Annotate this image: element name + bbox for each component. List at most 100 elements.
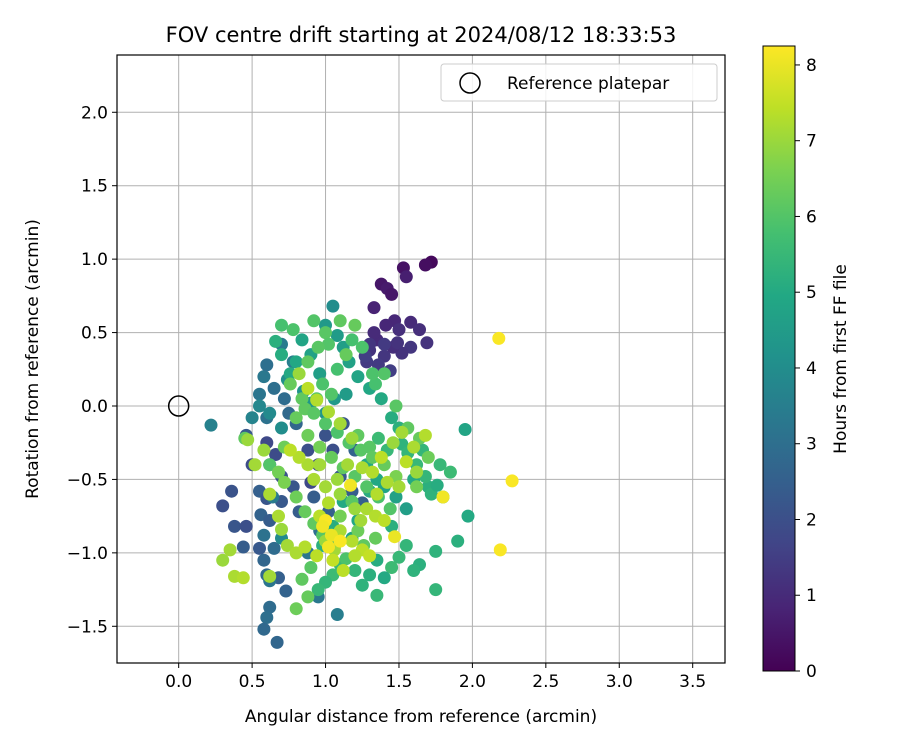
colorbar-tick-label: 5 bbox=[806, 283, 817, 303]
data-point bbox=[370, 588, 384, 602]
data-point bbox=[383, 502, 397, 516]
data-point bbox=[304, 561, 318, 574]
grid-lines bbox=[117, 55, 725, 663]
data-point bbox=[260, 358, 274, 372]
reference-platepar-marker bbox=[167, 395, 190, 417]
legend: Reference platepar bbox=[440, 63, 718, 102]
data-point bbox=[399, 539, 413, 552]
x-tick-label: 2.5 bbox=[532, 672, 559, 692]
data-point bbox=[307, 490, 321, 504]
data-point bbox=[377, 571, 391, 585]
data-point bbox=[298, 505, 312, 519]
data-point bbox=[283, 443, 297, 457]
data-point bbox=[286, 323, 300, 337]
data-point bbox=[395, 425, 409, 439]
data-point bbox=[348, 549, 362, 563]
data-point bbox=[355, 578, 369, 592]
data-point bbox=[389, 399, 403, 413]
data-point bbox=[369, 377, 382, 391]
data-point bbox=[418, 258, 432, 272]
data-point bbox=[374, 450, 388, 464]
colorbar-label: Hours from first FF file bbox=[831, 264, 851, 454]
data-point bbox=[253, 387, 266, 401]
data-point bbox=[348, 564, 362, 577]
data-point bbox=[322, 540, 335, 554]
y-tick-label: 0.5 bbox=[81, 324, 108, 344]
data-point bbox=[257, 622, 271, 636]
data-point bbox=[371, 431, 385, 445]
data-point bbox=[430, 478, 444, 492]
colorbar-tick-label: 6 bbox=[806, 207, 817, 227]
data-point bbox=[330, 362, 344, 376]
legend-box bbox=[440, 63, 718, 102]
data-point bbox=[277, 392, 291, 406]
data-point bbox=[322, 337, 335, 351]
x-axis-label: Angular distance from reference (arcmin) bbox=[245, 707, 597, 727]
data-point bbox=[319, 417, 332, 431]
data-point bbox=[360, 502, 374, 516]
x-tick-label: 1.0 bbox=[312, 672, 339, 692]
data-point bbox=[386, 436, 400, 450]
data-point bbox=[380, 475, 394, 489]
data-point bbox=[399, 270, 413, 284]
data-point bbox=[307, 472, 321, 486]
data-point bbox=[363, 568, 377, 582]
data-point bbox=[301, 428, 315, 442]
colorbar bbox=[762, 45, 796, 672]
data-point bbox=[275, 421, 288, 435]
data-point bbox=[413, 323, 426, 337]
data-point bbox=[392, 323, 406, 337]
data-point bbox=[269, 448, 283, 461]
data-point bbox=[410, 465, 424, 479]
y-tick-label: 1.5 bbox=[81, 177, 108, 197]
data-point bbox=[253, 541, 266, 555]
data-point bbox=[418, 428, 432, 442]
y-tick-label: 1.0 bbox=[81, 250, 108, 270]
data-point bbox=[263, 458, 277, 472]
colorbar-ticks: 0 1 2 3 4 5 6 7 8 bbox=[795, 56, 817, 682]
data-point bbox=[322, 496, 335, 510]
data-point bbox=[236, 571, 250, 585]
colorbar-tick-label: 1 bbox=[806, 586, 817, 606]
colorbar-tick-label: 0 bbox=[806, 662, 817, 682]
colorbar-tick-label: 7 bbox=[806, 132, 817, 152]
data-point bbox=[360, 480, 374, 494]
data-point bbox=[366, 465, 379, 479]
data-point bbox=[367, 326, 381, 340]
x-tick-label: 2.0 bbox=[459, 672, 486, 692]
data-point bbox=[301, 355, 315, 369]
data-point bbox=[355, 340, 369, 354]
data-point bbox=[370, 487, 384, 501]
data-point bbox=[295, 333, 309, 347]
data-point bbox=[301, 381, 315, 395]
data-point bbox=[326, 299, 340, 313]
data-point bbox=[348, 318, 362, 332]
data-point bbox=[324, 450, 338, 464]
data-point bbox=[333, 314, 347, 328]
data-point bbox=[275, 348, 288, 362]
data-point bbox=[253, 399, 266, 413]
data-point bbox=[319, 428, 332, 442]
data-point bbox=[204, 418, 218, 432]
data-point bbox=[270, 635, 284, 649]
y-tick-label: 0.0 bbox=[81, 397, 108, 417]
colorbar-tick-label: 4 bbox=[806, 359, 817, 379]
data-point bbox=[292, 367, 306, 381]
data-point bbox=[263, 600, 277, 614]
data-point bbox=[263, 406, 277, 420]
legend-label: Reference platepar bbox=[507, 74, 669, 94]
data-point bbox=[319, 480, 332, 494]
data-point bbox=[257, 553, 271, 567]
data-point bbox=[216, 499, 230, 513]
data-point bbox=[313, 440, 327, 454]
data-point bbox=[351, 524, 365, 538]
data-point bbox=[280, 539, 294, 552]
data-point bbox=[404, 315, 418, 329]
data-point bbox=[228, 519, 241, 533]
data-point bbox=[283, 377, 297, 391]
data-point bbox=[354, 514, 368, 527]
data-point bbox=[421, 450, 435, 464]
data-point bbox=[257, 528, 271, 542]
data-point bbox=[298, 540, 312, 554]
data-point bbox=[307, 406, 321, 420]
